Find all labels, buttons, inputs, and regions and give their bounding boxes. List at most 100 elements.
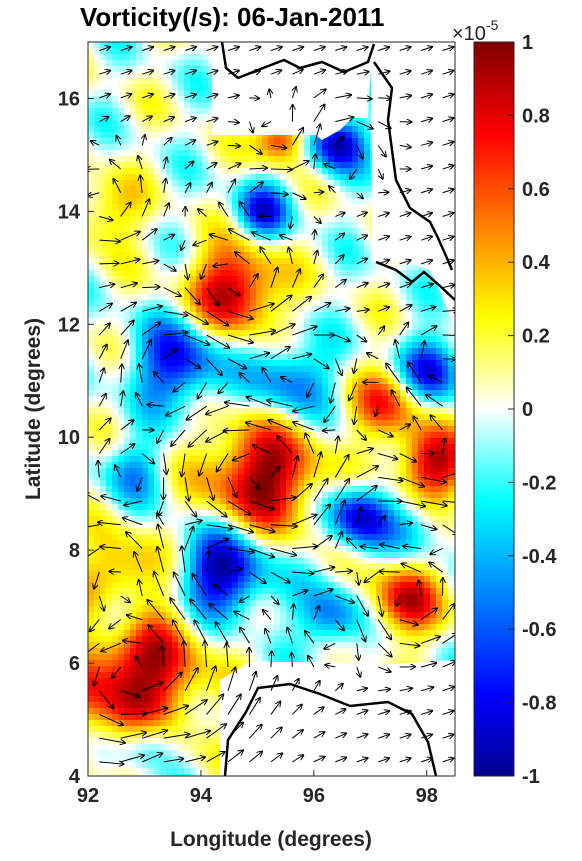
heatmap-cell — [226, 516, 233, 523]
heatmap-cell — [112, 456, 119, 463]
heatmap-cell — [334, 222, 341, 229]
heatmap-cell — [178, 126, 185, 133]
heatmap-cell — [178, 348, 185, 355]
heatmap-cell — [172, 204, 179, 211]
heatmap-cell — [166, 180, 173, 187]
heatmap-cell — [244, 516, 251, 523]
heatmap-cell — [334, 204, 341, 211]
heatmap-cell — [406, 408, 413, 415]
heatmap-cell — [262, 318, 269, 325]
heatmap-cell — [430, 486, 437, 493]
heatmap-cell — [136, 162, 143, 169]
heatmap-cell — [196, 120, 203, 127]
heatmap-cell — [424, 372, 431, 379]
heatmap-cell — [94, 282, 101, 289]
heatmap-cell — [358, 216, 365, 223]
heatmap-cell — [100, 450, 107, 457]
heatmap-cell — [238, 198, 245, 205]
heatmap-cell — [364, 318, 371, 325]
heatmap-cell — [394, 426, 401, 433]
heatmap-cell — [292, 516, 299, 523]
heatmap-cell — [328, 366, 335, 373]
heatmap-cell — [250, 204, 257, 211]
heatmap-cell — [154, 60, 161, 67]
heatmap-cell — [328, 402, 335, 409]
heatmap-cell — [154, 426, 161, 433]
heatmap-cell — [358, 174, 365, 181]
heatmap-cell — [418, 456, 425, 463]
heatmap-cell — [406, 462, 413, 469]
heatmap-cell — [292, 354, 299, 361]
heatmap-cell — [214, 144, 221, 151]
heatmap-cell — [262, 240, 269, 247]
heatmap-cell — [214, 378, 221, 385]
heatmap-cell — [340, 264, 347, 271]
heatmap-cell — [124, 168, 131, 175]
heatmap-cell — [394, 492, 401, 499]
heatmap-cell — [190, 216, 197, 223]
heatmap-cell — [328, 384, 335, 391]
heatmap-cell — [376, 432, 383, 439]
heatmap-cell — [346, 300, 353, 307]
heatmap-cell — [154, 294, 161, 301]
heatmap-cell — [346, 156, 353, 163]
heatmap-cell — [346, 126, 353, 133]
heatmap-cell — [274, 486, 281, 493]
heatmap-cell — [100, 510, 107, 517]
heatmap-cell — [310, 240, 317, 247]
heatmap-cell — [322, 426, 329, 433]
heatmap-cell — [412, 420, 419, 427]
heatmap-cell — [316, 312, 323, 319]
heatmap-cell — [232, 486, 239, 493]
heatmap-cell — [106, 492, 113, 499]
heatmap-cell — [322, 342, 329, 349]
heatmap-cell — [106, 264, 113, 271]
heatmap-cell — [208, 228, 215, 235]
heatmap-cell — [196, 138, 203, 145]
heatmap-cell — [322, 198, 329, 205]
heatmap-cell — [328, 360, 335, 367]
heatmap-cell — [286, 276, 293, 283]
heatmap-cell — [232, 186, 239, 193]
heatmap-cell — [310, 138, 317, 145]
heatmap-cell — [388, 342, 395, 349]
heatmap-cell — [148, 474, 155, 481]
heatmap-cell — [100, 432, 107, 439]
heatmap-cell — [214, 516, 221, 523]
heatmap-cell — [190, 234, 197, 241]
heatmap-cell — [310, 258, 317, 265]
heatmap-cell — [124, 96, 131, 103]
heatmap-cell — [256, 240, 263, 247]
heatmap-cell — [148, 300, 155, 307]
heatmap-cell — [292, 480, 299, 487]
heatmap-cell — [130, 438, 137, 445]
heatmap-cell — [376, 456, 383, 463]
heatmap-cell — [94, 390, 101, 397]
heatmap-cell — [346, 336, 353, 343]
heatmap-cell — [298, 228, 305, 235]
heatmap-cell — [112, 222, 119, 229]
heatmap-cell — [382, 276, 389, 283]
heatmap-cell — [286, 354, 293, 361]
heatmap-cell — [166, 120, 173, 127]
heatmap-cell — [340, 294, 347, 301]
heatmap-cell — [448, 348, 455, 355]
heatmap-cell — [406, 504, 413, 511]
heatmap-cell — [400, 420, 407, 427]
heatmap-cell — [148, 354, 155, 361]
heatmap-cell — [286, 192, 293, 199]
heatmap-cell — [190, 438, 197, 445]
heatmap-cell — [448, 372, 455, 379]
heatmap-cell — [298, 168, 305, 175]
heatmap-cell — [166, 276, 173, 283]
heatmap-cell — [178, 270, 185, 277]
heatmap-cell — [94, 450, 101, 457]
heatmap-cell — [352, 324, 359, 331]
heatmap-cell — [388, 414, 395, 421]
heatmap-cell — [340, 312, 347, 319]
heatmap-cell — [436, 492, 443, 499]
heatmap-cell — [250, 144, 257, 151]
heatmap-cell — [118, 492, 125, 499]
heatmap-cell — [400, 366, 407, 373]
heatmap-cell — [88, 444, 95, 451]
